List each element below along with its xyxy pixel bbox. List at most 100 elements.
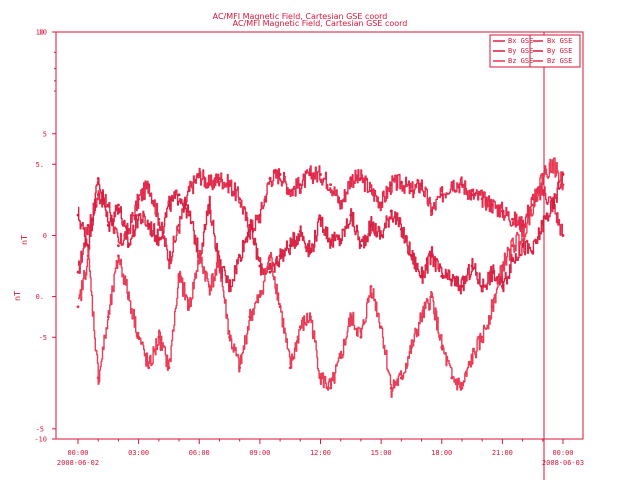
- series-point: [521, 244, 524, 248]
- x-tick-label: 00:00: [67, 449, 88, 457]
- series-point: [187, 189, 191, 193]
- legend-ghost-label: By GSE: [508, 47, 533, 55]
- series-point: [500, 264, 504, 268]
- series-point: [561, 234, 565, 237]
- series-line-1: [78, 171, 564, 295]
- series-point: [369, 223, 373, 227]
- series-point: [470, 356, 474, 359]
- series-point: [490, 305, 494, 309]
- y-ghost-tick-label: -5: [36, 425, 44, 433]
- series-point: [359, 244, 363, 248]
- series-point: [238, 254, 242, 258]
- series-point: [410, 346, 413, 349]
- series-point: [389, 183, 393, 187]
- series-point: [207, 183, 211, 187]
- series-point: [551, 203, 555, 207]
- series-point: [76, 213, 80, 217]
- series-point: [187, 305, 191, 309]
- series-point: [541, 221, 545, 225]
- series-point: [329, 240, 333, 244]
- series-point: [167, 203, 171, 207]
- series-point: [561, 183, 565, 187]
- series-point: [288, 244, 292, 248]
- y-tick-label: 5: [43, 130, 47, 138]
- series-point: [298, 230, 302, 233]
- series-point: [349, 213, 353, 217]
- legend-ghost-label: Bz GSE: [508, 57, 533, 65]
- series-point: [308, 315, 312, 319]
- series-point: [308, 173, 312, 176]
- series-point: [480, 284, 484, 288]
- series-point: [127, 227, 130, 231]
- legend-label: Bz GSE: [547, 57, 572, 65]
- series-point: [319, 376, 322, 380]
- series-point: [420, 274, 423, 278]
- series-point: [430, 209, 434, 213]
- series-point: [399, 227, 403, 231]
- series-point: [440, 346, 444, 349]
- series-point: [207, 284, 211, 288]
- series-point: [500, 284, 504, 288]
- series-point: [288, 189, 292, 193]
- series-point: [369, 189, 373, 193]
- series-point: [86, 223, 90, 227]
- series-point: [177, 223, 181, 227]
- series-point: [127, 295, 130, 298]
- series-point: [420, 183, 423, 187]
- series-point: [76, 305, 80, 309]
- series-point: [329, 183, 333, 187]
- series-point: [238, 366, 242, 370]
- series-point: [137, 197, 141, 201]
- series-point: [248, 315, 252, 319]
- series-point: [470, 264, 474, 268]
- series-point: [218, 264, 221, 268]
- series-point: [308, 250, 312, 254]
- series-point: [278, 305, 282, 309]
- series-point: [228, 335, 231, 339]
- series-point: [511, 258, 514, 262]
- series-point: [167, 366, 171, 370]
- series-lines: [76, 157, 565, 398]
- series-point: [420, 315, 423, 319]
- series-point: [157, 335, 161, 339]
- series-point: [117, 203, 120, 207]
- y-tick-label: -5: [39, 334, 47, 342]
- series-point: [228, 284, 231, 288]
- legend-ghost-label: Bx GSE: [508, 37, 533, 45]
- series-point: [76, 270, 80, 274]
- series-point: [521, 234, 524, 237]
- series-point: [490, 270, 494, 274]
- y-ghost-tick-label: 5.: [36, 161, 44, 169]
- x-tick-label: 03:00: [128, 449, 149, 457]
- x-tick-label: 06:00: [189, 449, 210, 457]
- series-point: [167, 258, 171, 262]
- series-point: [399, 376, 403, 380]
- series-point: [410, 254, 413, 258]
- series-point: [359, 335, 363, 339]
- series-point: [430, 295, 434, 298]
- series-point: [379, 325, 383, 329]
- series-point: [147, 183, 151, 187]
- series-point: [440, 274, 444, 278]
- series-point: [369, 284, 373, 288]
- series-point: [349, 177, 353, 180]
- series-point: [278, 173, 282, 176]
- series-point: [298, 183, 302, 187]
- series-point: [207, 203, 211, 207]
- x-tick-label: 00:00: [552, 449, 573, 457]
- x-tick-date: 2008-06-03: [542, 459, 584, 467]
- series-point: [460, 183, 464, 187]
- chart-title: AC/MFI Magnetic Field, Cartesian GSE coo…: [233, 19, 408, 28]
- series-point: [470, 193, 474, 197]
- series-point: [450, 376, 454, 380]
- x-tick-label: 15:00: [371, 449, 392, 457]
- series-point: [137, 335, 141, 339]
- series-point: [157, 238, 161, 241]
- series-point: [500, 209, 504, 213]
- series-point: [329, 386, 333, 390]
- series-point: [268, 177, 272, 180]
- series-point: [147, 223, 151, 227]
- series-point: [298, 325, 302, 329]
- series-point: [531, 203, 535, 207]
